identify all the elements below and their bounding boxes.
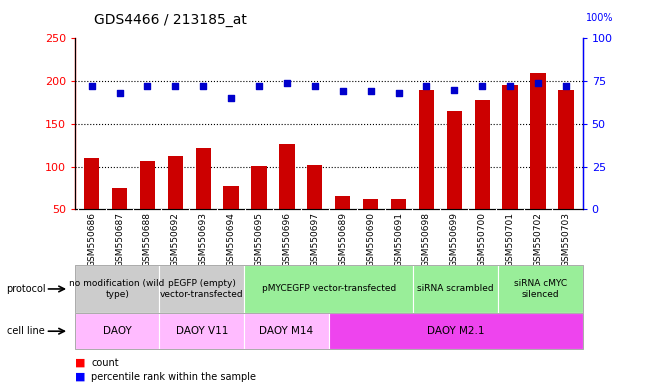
Point (337, 88, 348, 94)
Text: GSM550692: GSM550692 (171, 212, 180, 267)
Bar (112, 188, 127, 209)
Bar (195, 148, 211, 209)
Bar (558, 90, 574, 209)
Point (170, 83, 180, 89)
Text: GSM550695: GSM550695 (255, 212, 264, 267)
Text: GSM550701: GSM550701 (506, 212, 514, 267)
Text: GSM550697: GSM550697 (311, 212, 319, 267)
Text: DAOY V11: DAOY V11 (176, 326, 228, 336)
Bar (251, 166, 267, 209)
Point (282, 80, 292, 86)
Point (449, 87, 460, 93)
Text: DAOY: DAOY (103, 326, 132, 336)
Text: pMYCEGFP vector-transfected: pMYCEGFP vector-transfected (262, 285, 396, 293)
Text: GSM550689: GSM550689 (339, 212, 347, 267)
Text: no modification (wild
type): no modification (wild type) (70, 279, 165, 299)
Bar (335, 197, 350, 209)
Text: percentile rank within the sample: percentile rank within the sample (91, 372, 256, 382)
Text: GSM550686: GSM550686 (87, 212, 96, 267)
Text: GSM550700: GSM550700 (478, 212, 487, 267)
Text: siRNA cMYC
silenced: siRNA cMYC silenced (514, 279, 567, 299)
Point (310, 83, 320, 89)
Text: GSM550699: GSM550699 (450, 212, 459, 267)
Point (198, 83, 208, 89)
Bar (503, 85, 518, 209)
Point (505, 83, 516, 89)
Bar (140, 161, 155, 209)
Text: GSM550703: GSM550703 (561, 212, 570, 267)
Bar (279, 144, 294, 209)
Text: pEGFP (empty)
vector-transfected: pEGFP (empty) vector-transfected (160, 279, 243, 299)
Point (533, 80, 543, 86)
Text: GSM550694: GSM550694 (227, 212, 236, 267)
Point (393, 90, 404, 96)
Bar (363, 199, 378, 209)
Point (561, 83, 571, 89)
Point (254, 83, 264, 89)
Point (226, 95, 236, 101)
Text: 100%: 100% (586, 13, 613, 23)
Bar (391, 199, 406, 209)
Bar (419, 90, 434, 209)
Bar (447, 111, 462, 209)
Point (115, 90, 125, 96)
Text: count: count (91, 358, 118, 368)
Text: DAOY M2.1: DAOY M2.1 (427, 326, 484, 336)
Text: GSM550696: GSM550696 (283, 212, 292, 267)
Text: GSM550693: GSM550693 (199, 212, 208, 267)
Text: GSM550690: GSM550690 (366, 212, 375, 267)
Point (87, 83, 97, 89)
Bar (223, 186, 239, 209)
Bar (531, 73, 546, 209)
Text: GSM550687: GSM550687 (115, 212, 124, 267)
Point (421, 83, 432, 89)
Text: siRNA scrambled: siRNA scrambled (417, 285, 494, 293)
Text: DAOY M14: DAOY M14 (259, 326, 314, 336)
Text: GSM550688: GSM550688 (143, 212, 152, 267)
Text: cell line: cell line (7, 326, 44, 336)
Bar (84, 158, 99, 209)
Text: ■: ■ (75, 358, 85, 368)
Point (477, 83, 488, 89)
Point (365, 88, 376, 94)
Text: ■: ■ (75, 372, 85, 382)
Text: GSM550691: GSM550691 (394, 212, 403, 267)
Text: GSM550702: GSM550702 (534, 212, 542, 267)
Point (142, 83, 152, 89)
Bar (307, 165, 322, 209)
Bar (475, 100, 490, 209)
Bar (168, 156, 183, 209)
Text: GSM550698: GSM550698 (422, 212, 431, 267)
Text: GDS4466 / 213185_at: GDS4466 / 213185_at (94, 13, 247, 27)
Text: protocol: protocol (7, 284, 46, 294)
